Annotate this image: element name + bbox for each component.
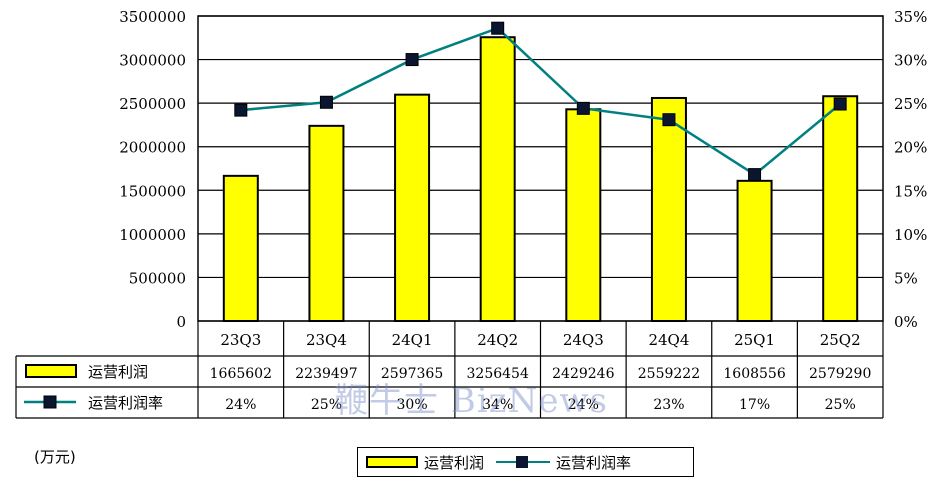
row-key-bar: [25, 364, 77, 378]
line-marker: [662, 113, 676, 127]
x-tick-label: 23Q3: [220, 331, 261, 349]
plot-area: [197, 15, 884, 322]
x-tick-label: 24Q4: [648, 331, 689, 349]
bars: [222, 36, 859, 323]
line-marker: [576, 101, 590, 115]
y-tick-label: 0: [176, 313, 186, 331]
legend-bar-swatch: [366, 456, 418, 468]
x-tick-label: 25Q1: [734, 331, 775, 349]
row-label-line: 运营利润率: [88, 394, 163, 412]
y2-tick-label: 5%: [894, 269, 918, 287]
table-cell-margin: 23%: [653, 397, 684, 413]
x-tick-label: 24Q3: [563, 331, 604, 349]
legend-item-bar: 运营利润: [358, 452, 484, 473]
x-tick-label: 23Q4: [306, 331, 347, 349]
y-tick-label: 1000000: [119, 226, 186, 244]
table-cell-value: 2239497: [295, 366, 357, 382]
row-label-bar: 运营利润: [88, 363, 148, 381]
bar: [308, 124, 345, 323]
legend-item-line: 运营利润率: [484, 452, 631, 473]
x-tick-label: 24Q2: [477, 331, 518, 349]
x-tick-label: 25Q2: [820, 331, 861, 349]
y2-tick-label: 25%: [894, 95, 927, 113]
bar: [565, 108, 602, 322]
table-cell-value: 2597365: [381, 366, 443, 382]
y2-tick-label: 15%: [894, 182, 927, 200]
legend-line-swatch: [496, 456, 551, 468]
table-cell-value: 1608556: [723, 366, 785, 382]
margin-line: [234, 21, 847, 182]
unit-label: (万元): [34, 448, 76, 466]
line-marker: [405, 53, 419, 67]
bar: [394, 93, 431, 323]
table-cell-margin: 25%: [825, 397, 856, 413]
table-cell-margin: 30%: [397, 397, 428, 413]
table-cell-value: 2429246: [552, 366, 614, 382]
table-cell-value: 2559222: [638, 366, 700, 382]
axes: 0 0% 500000 5% 1000000 10% 1500000 15% 2000000 20…: [119, 8, 927, 331]
gridlines: [198, 15, 883, 279]
y-tick-label: 3500000: [119, 8, 186, 26]
line-marker: [319, 95, 333, 109]
line-marker: [748, 168, 762, 182]
table-cell-margin: 24%: [225, 397, 256, 413]
y2-tick-label: 0%: [894, 313, 918, 331]
bar: [822, 95, 859, 322]
y2-tick-label: 20%: [894, 139, 927, 157]
data-table: 23Q3 23Q4 24Q1 24Q2 24Q3 24Q4 25Q1 25Q2 1665602 2…: [15, 320, 884, 419]
table-cell-margin: 25%: [311, 397, 342, 413]
y2-tick-label: 10%: [894, 226, 927, 244]
line-marker: [833, 97, 847, 111]
line-marker: [491, 21, 505, 35]
table-cell-margin: 24%: [568, 397, 599, 413]
table-cell-margin: 17%: [739, 397, 770, 413]
y-tick-label: 500000: [129, 269, 186, 287]
bar: [479, 36, 516, 322]
row-key-marker: [43, 395, 57, 409]
table-cell-margin: 34%: [482, 397, 513, 413]
table-cell-value: 1665602: [210, 366, 272, 382]
bar: [222, 174, 259, 322]
margin-line-path: [240, 26, 841, 177]
bar: [736, 179, 773, 322]
y-tick-label: 2000000: [119, 139, 186, 157]
y-tick-label: 2500000: [119, 95, 186, 113]
y2-tick-label: 35%: [894, 8, 927, 26]
table-cell-value: 3256454: [467, 366, 529, 382]
legend: 运营利润 运营利润率: [357, 447, 694, 477]
table-cell-value: 2579290: [809, 366, 871, 382]
legend-label-bar: 运营利润: [424, 453, 485, 472]
y2-tick-label: 30%: [894, 52, 927, 70]
bar: [650, 96, 687, 322]
y-tick-label: 3000000: [119, 52, 186, 70]
y-tick-label: 1500000: [119, 182, 186, 200]
legend-label-line: 运营利润率: [556, 453, 632, 472]
x-tick-label: 24Q1: [392, 331, 433, 349]
line-marker: [234, 103, 248, 117]
